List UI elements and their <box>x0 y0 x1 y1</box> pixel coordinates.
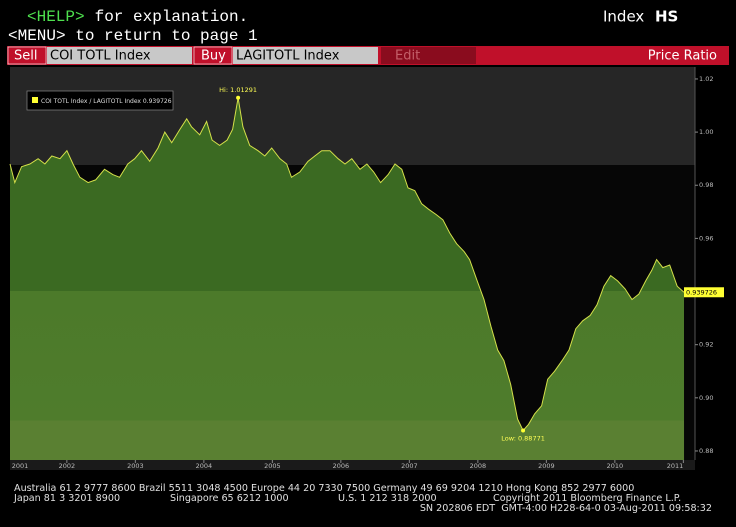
footer-singapore: Singapore 65 6212 1000 <box>170 493 289 504</box>
help-key[interactable]: <HELP> <box>27 8 85 26</box>
sell-ticker[interactable]: COI TOTL Index <box>50 49 151 64</box>
x-tick-label: 2004 <box>196 462 213 470</box>
sell-button[interactable] <box>7 46 47 65</box>
extreme-label: Hi: 1.01291 <box>219 86 257 94</box>
x-tick-label: 2011 <box>667 462 684 470</box>
legend-entry: COI TOTL Index / LAGITOTL Index 0.939726 <box>41 98 172 105</box>
x-tick-label: 2009 <box>538 462 555 470</box>
x-tick-label: 2001 <box>12 462 29 470</box>
y-tick-label: 0.90 <box>699 394 713 402</box>
footer-contacts: Australia 61 2 9777 8600 Brazil 5511 304… <box>14 483 634 494</box>
screen-label: Index <box>603 8 644 26</box>
edit-label[interactable]: Edit <box>395 49 420 64</box>
legend-name: COI TOTL Index / LAGITOTL Index <box>41 98 141 105</box>
buy-ticker[interactable]: LAGITOTL Index <box>236 49 340 64</box>
extreme-marker <box>521 428 526 433</box>
x-tick-label: 2005 <box>264 462 281 470</box>
legend-box <box>26 90 174 111</box>
buy-field[interactable] <box>233 47 378 64</box>
footer-japan: Japan 81 3 3201 8900 <box>13 493 120 504</box>
y-tick-label: 0.92 <box>699 341 713 349</box>
footer-copyright: Copyright 2011 Bloomberg Finance L.P. <box>493 493 681 504</box>
edit-button[interactable] <box>381 47 476 64</box>
x-tick-label: 2007 <box>401 462 418 470</box>
extreme-value: 1.01291 <box>230 86 257 94</box>
sell-label[interactable]: Sell <box>14 49 37 64</box>
y-tick-label: 1.00 <box>699 128 713 136</box>
sell-field[interactable] <box>47 47 192 64</box>
legend-value: 0.939726 <box>143 98 172 105</box>
area-fill <box>10 97 685 461</box>
menu-line[interactable]: <MENU> to return to page 1 <box>8 27 258 45</box>
mode-label: Price Ratio <box>648 49 717 64</box>
x-tick-label: 2008 <box>470 462 487 470</box>
buy-button[interactable] <box>193 46 233 65</box>
footer-us: U.S. 1 212 318 2000 <box>338 493 437 504</box>
y-tick-label: 0.98 <box>699 181 713 189</box>
buy-label[interactable]: Buy <box>201 49 226 64</box>
x-tick-label: 2010 <box>607 462 624 470</box>
y-tick-label: 1.02 <box>699 75 713 83</box>
x-tick-label: 2006 <box>333 462 350 470</box>
x-tick-label: 2003 <box>127 462 144 470</box>
legend-swatch <box>32 97 38 103</box>
chart: 0.880.900.920.940.960.981.001.0220012002… <box>9 67 724 470</box>
last-value-box <box>684 287 724 298</box>
extreme-marker <box>236 95 241 100</box>
y-tick-label: 0.88 <box>699 447 713 455</box>
x-tick-label: 2002 <box>59 462 76 470</box>
plot-band <box>10 67 695 165</box>
y-tick-label: 0.96 <box>699 234 713 242</box>
extreme-prefix: Low: <box>501 434 516 442</box>
x-axis-strip <box>10 460 695 470</box>
series-line <box>9 97 685 432</box>
help-text: for explanation. <box>85 8 248 26</box>
footer-session: SN 202806 EDT GMT-4:00 H228-64-0 03-Aug-… <box>420 503 712 514</box>
last-value-label: 0.939726 <box>686 288 717 296</box>
extreme-prefix: Hi: <box>219 86 228 94</box>
extreme-value: 0.88771 <box>518 434 545 442</box>
extreme-label: Low: 0.88771 <box>501 434 545 442</box>
screen-code: HS <box>655 8 678 26</box>
